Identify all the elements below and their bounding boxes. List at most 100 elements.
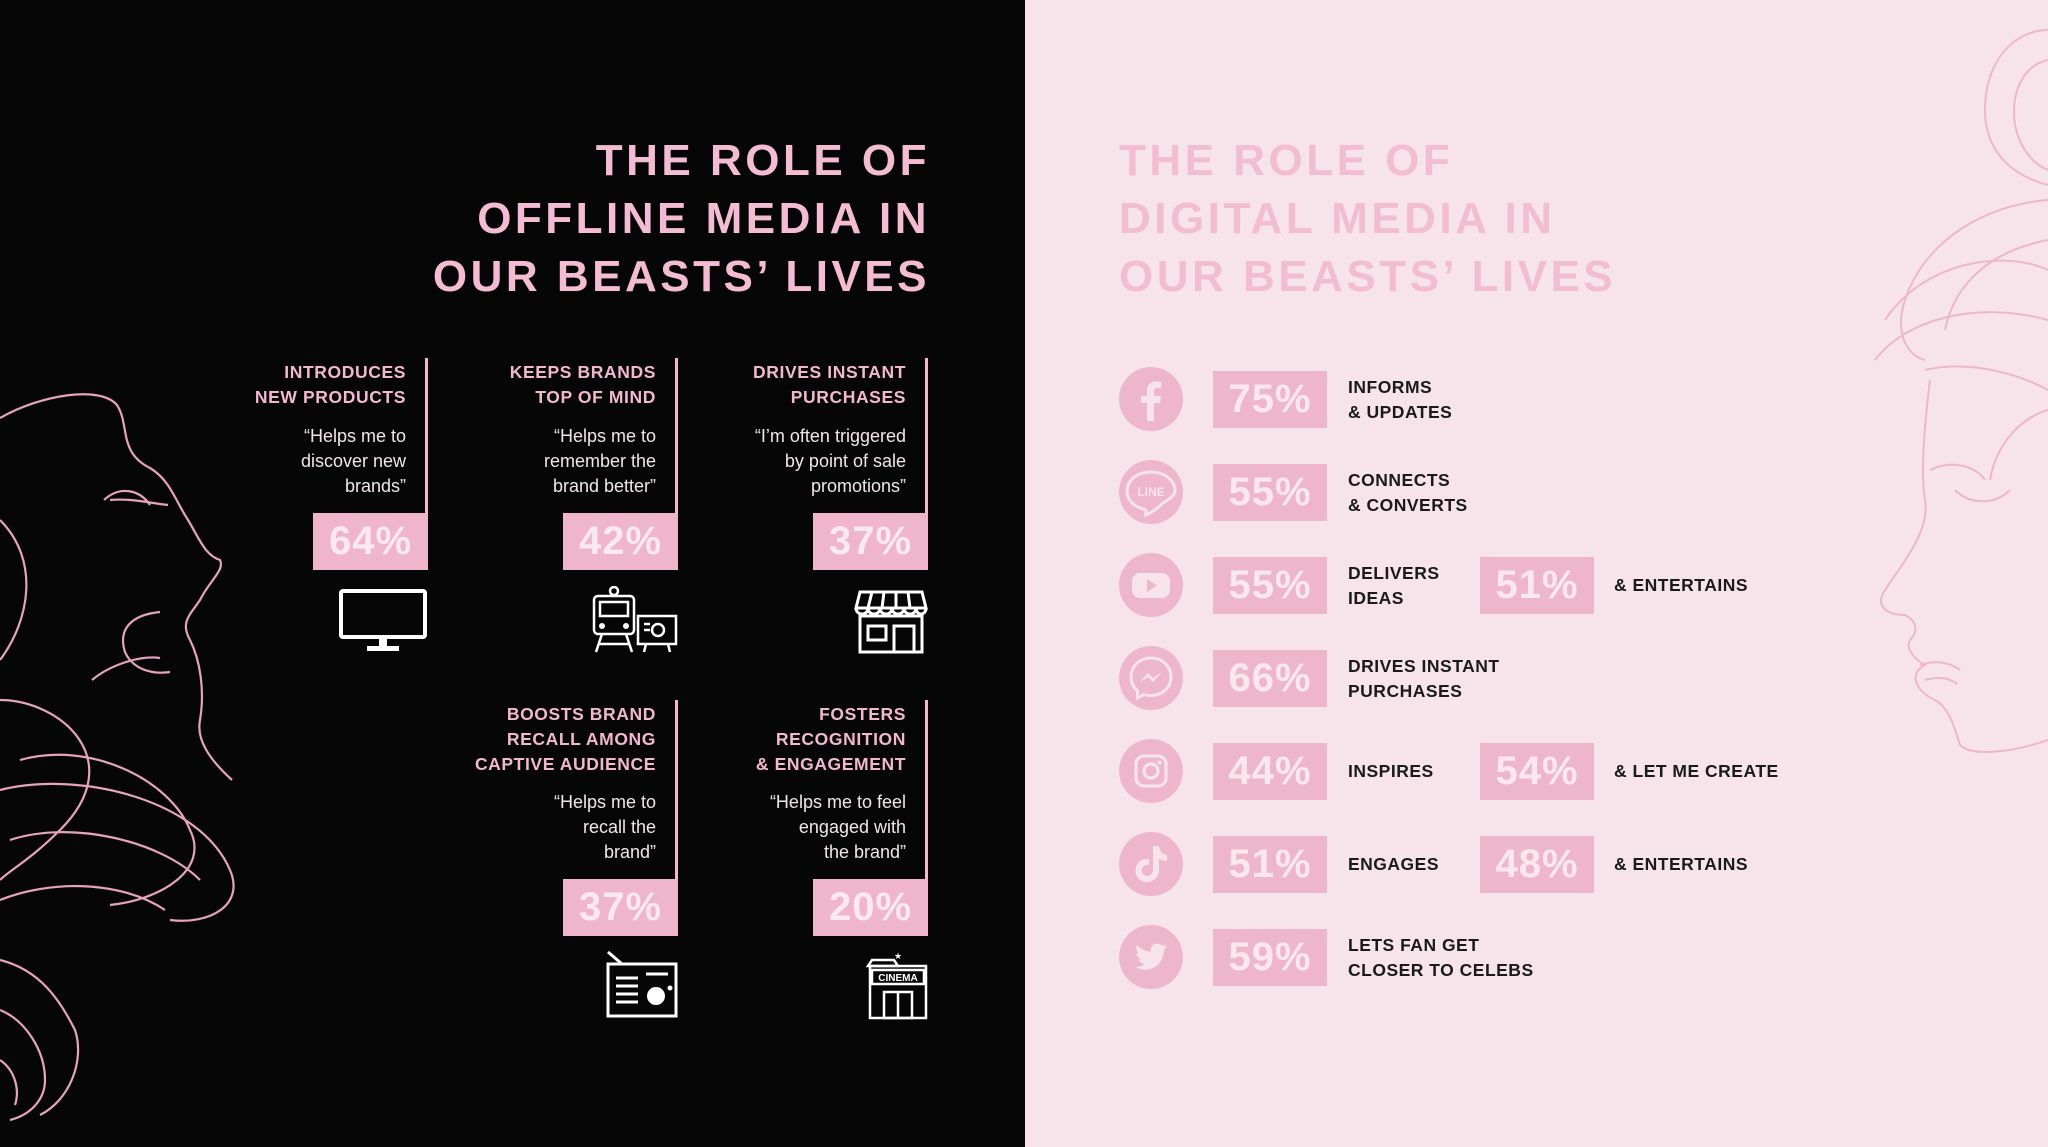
face-line-art-right <box>1874 29 2048 753</box>
card-heading: INTRODUCES NEW PRODUCTS <box>166 360 406 410</box>
card-quote-line: promotions” <box>810 476 906 496</box>
card-percent: 64% <box>313 513 428 570</box>
cinema-icon: CINEMA ★ <box>865 951 928 1020</box>
card-quote-line: by point of sale <box>784 451 906 471</box>
card-quote: “Helps me to feel engaged with the brand… <box>666 790 906 865</box>
offline-card-cinema: FOSTERS RECOGNITION & ENGAGEMENT “Helps … <box>678 700 928 1020</box>
card-quote: “Helps me to remember the brand better” <box>416 424 656 499</box>
digital-percent: 44% <box>1213 743 1327 800</box>
twitter-icon <box>1119 925 1183 989</box>
card-quote: “Helps me to discover new brands” <box>166 424 406 499</box>
card-heading-line: INTRODUCES <box>284 362 406 382</box>
offline-card-transit: KEEPS BRANDS TOP OF MIND “Helps me to re… <box>428 358 678 653</box>
card-quote-line: remember the <box>543 451 656 471</box>
card-divider <box>925 358 928 568</box>
card-heading-line: DRIVES INSTANT <box>753 362 906 382</box>
digital-label-line: PURCHASES <box>1348 681 1463 701</box>
card-quote: “I’m often triggered by point of sale pr… <box>666 424 906 499</box>
card-percent: 42% <box>563 513 678 570</box>
messenger-icon <box>1119 646 1183 710</box>
digital-label: LETS FAN GET CLOSER TO CELEBS <box>1348 933 1568 983</box>
digital-title-line: OUR BEASTS’ LIVES <box>1119 252 1617 301</box>
digital-panel: THE ROLE OF DIGITAL MEDIA IN OUR BEASTS’… <box>1025 0 2048 1147</box>
digital-percent: 51% <box>1213 836 1327 893</box>
card-heading-line: FOSTERS <box>819 704 906 724</box>
digital-label-line: INFORMS <box>1348 377 1433 397</box>
tiktok-icon <box>1119 832 1183 896</box>
card-divider <box>425 358 428 568</box>
digital-label-secondary: & ENTERTAINS <box>1614 854 1749 874</box>
card-heading: BOOSTS BRAND RECALL AMONG CAPTIVE AUDIEN… <box>416 702 656 777</box>
digital-label-line: DRIVES INSTANT <box>1348 656 1500 676</box>
facebook-icon <box>1119 367 1183 431</box>
card-quote-line: discover new <box>300 451 406 471</box>
card-heading-line: RECOGNITION <box>775 729 906 749</box>
offline-title: THE ROLE OF OFFLINE MEDIA IN OUR BEASTS’… <box>433 132 930 306</box>
card-divider <box>675 358 678 568</box>
digital-percent: 55% <box>1213 464 1327 521</box>
tv-icon <box>339 589 427 651</box>
digital-percent-secondary: 54% <box>1480 743 1594 800</box>
svg-text:★: ★ <box>894 951 902 961</box>
card-heading-line: NEW PRODUCTS <box>254 387 406 407</box>
digital-label: ENGAGES <box>1348 852 1568 877</box>
digital-label-line: DELIVERS <box>1348 563 1440 583</box>
card-heading-line: BOOSTS BRAND <box>506 704 656 724</box>
digital-label-secondary: & LET ME CREATE <box>1614 761 1779 781</box>
digital-label-line: IDEAS <box>1348 588 1404 608</box>
digital-percent: 55% <box>1213 557 1327 614</box>
cinema-sign-text: CINEMA <box>878 973 917 984</box>
offline-title-line: THE ROLE OF <box>595 136 930 185</box>
card-quote: “Helps me to recall the brand” <box>416 790 656 865</box>
card-quote-line: “Helps me to <box>553 792 656 812</box>
offline-card-tv: INTRODUCES NEW PRODUCTS “Helps me to dis… <box>178 358 428 651</box>
card-heading-line: TOP OF MIND <box>535 387 656 407</box>
digital-label: DRIVES INSTANT PURCHASES <box>1348 654 1568 704</box>
digital-label: INFORMS & UPDATES <box>1348 375 1568 425</box>
digital-label-secondary: & ENTERTAINS <box>1614 575 1749 595</box>
card-heading-line: PURCHASES <box>790 387 906 407</box>
offline-card-radio: BOOSTS BRAND RECALL AMONG CAPTIVE AUDIEN… <box>428 700 678 1018</box>
digital-label: CONNECTS & CONVERTS <box>1348 468 1568 518</box>
youtube-icon <box>1119 553 1183 617</box>
digital-label-line: & CONVERTS <box>1348 495 1468 515</box>
card-divider <box>675 700 678 910</box>
card-heading-line: & ENGAGEMENT <box>755 754 906 774</box>
digital-label: DELIVERS IDEAS <box>1348 561 1568 611</box>
line-icon-text: LINE <box>1137 485 1164 499</box>
storefront-icon <box>854 590 928 654</box>
card-quote-line: “Helps me to <box>553 426 656 446</box>
card-quote-line: brands” <box>344 476 406 496</box>
card-quote-line: brand” <box>603 842 656 862</box>
face-line-art-left <box>0 393 235 1122</box>
card-divider <box>925 700 928 910</box>
digital-title-line: THE ROLE OF <box>1119 136 1454 185</box>
digital-label-line: ENGAGES <box>1348 854 1440 874</box>
card-heading: FOSTERS RECOGNITION & ENGAGEMENT <box>666 702 906 777</box>
card-quote-line: the brand” <box>823 842 906 862</box>
card-percent: 37% <box>563 879 678 936</box>
digital-percent-secondary: 51% <box>1480 557 1594 614</box>
digital-label-line: & UPDATES <box>1348 402 1453 422</box>
transit-billboard-icon <box>592 586 678 653</box>
digital-label-line: CONNECTS <box>1348 470 1451 490</box>
instagram-icon <box>1119 739 1183 803</box>
digital-label-line: LETS FAN GET <box>1348 935 1480 955</box>
digital-percent: 75% <box>1213 371 1327 428</box>
offline-title-line: OFFLINE MEDIA IN <box>477 194 930 243</box>
card-heading-line: CAPTIVE AUDIENCE <box>474 754 656 774</box>
offline-title-line: OUR BEASTS’ LIVES <box>432 252 930 301</box>
card-quote-line: recall the <box>582 817 656 837</box>
radio-icon <box>606 950 678 1018</box>
digital-percent: 59% <box>1213 929 1327 986</box>
digital-label-line: INSPIRES <box>1348 761 1434 781</box>
digital-title-line: DIGITAL MEDIA IN <box>1119 194 1556 243</box>
digital-label: INSPIRES <box>1348 759 1568 784</box>
card-quote-line: brand better” <box>552 476 656 496</box>
offline-panel: THE ROLE OF OFFLINE MEDIA IN OUR BEASTS’… <box>0 0 1025 1147</box>
offline-card-store: DRIVES INSTANT PURCHASES “I’m often trig… <box>678 358 928 654</box>
digital-label-line: CLOSER TO CELEBS <box>1348 960 1534 980</box>
card-heading: KEEPS BRANDS TOP OF MIND <box>416 360 656 410</box>
card-heading-line: KEEPS BRANDS <box>509 362 656 382</box>
line-icon: LINE <box>1119 460 1183 524</box>
